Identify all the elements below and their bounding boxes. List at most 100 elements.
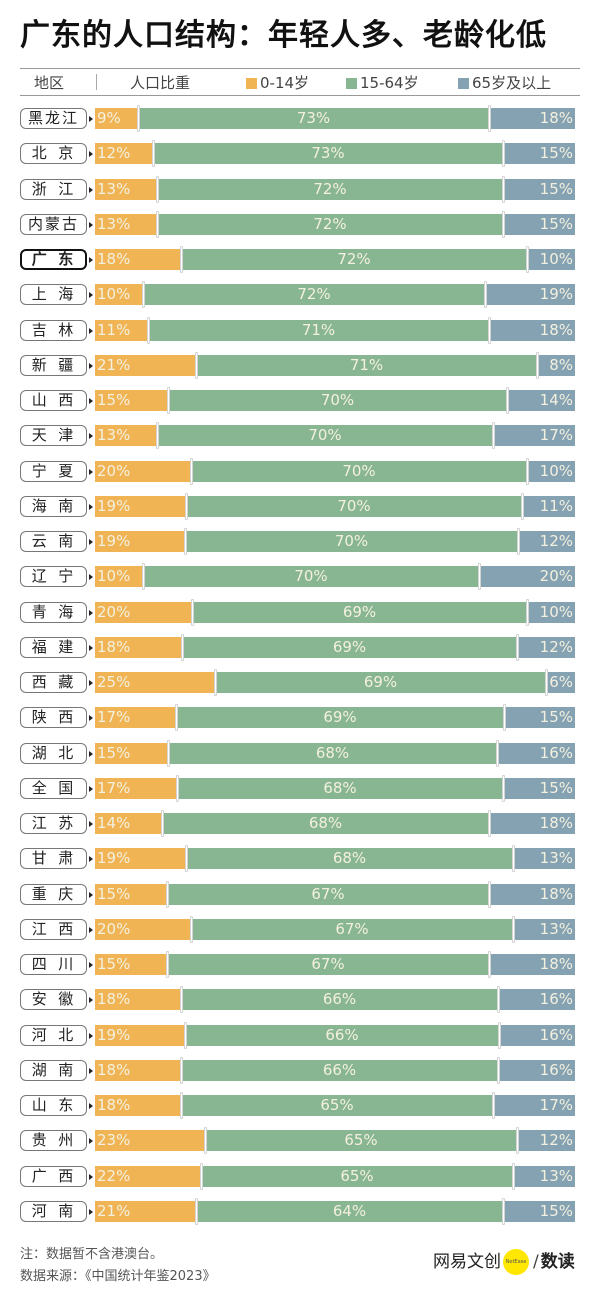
bar-segment-65-plus: 10% (527, 461, 575, 482)
bar-segment-15-64: 69% (192, 602, 527, 623)
segment-divider (502, 775, 505, 802)
connector-arrow-icon (89, 433, 93, 439)
connector-arrow-icon (89, 292, 93, 298)
bar-segment-65-plus: 18% (489, 813, 575, 834)
header-row: 地区 人口比重 0-14岁 15-64岁 65岁及以上 (20, 70, 580, 94)
connector-arrow-icon (89, 645, 93, 651)
bar-segment-65-plus: 15% (503, 214, 575, 235)
bar-segment-65-plus: 19% (485, 284, 575, 305)
bar-segment-65-plus: 18% (489, 108, 575, 129)
segment-divider (526, 458, 529, 485)
bar-segment-65-plus: 20% (479, 566, 575, 587)
segment-divider (536, 352, 539, 379)
bar-segment-15-64: 65% (201, 1166, 513, 1187)
region-label: 广 东 (20, 249, 87, 270)
bar-segment-0-14: 23% (95, 1130, 205, 1151)
segment-divider (176, 775, 179, 802)
bar-segment-15-64: 70% (185, 531, 518, 552)
region-label: 全 国 (20, 778, 87, 799)
segment-divider (503, 704, 506, 731)
region-label: 天 津 (20, 425, 87, 446)
connector-arrow-icon (89, 892, 93, 898)
bar-segment-15-64: 70% (186, 496, 522, 517)
segment-divider (492, 422, 495, 449)
connector-arrow-icon (89, 1138, 93, 1144)
bar-segment-15-64: 72% (143, 284, 485, 305)
segment-divider (191, 599, 194, 626)
region-label: 辽 宁 (20, 566, 87, 587)
segment-divider (488, 317, 491, 344)
segment-divider (498, 1022, 501, 1049)
segment-divider (175, 704, 178, 731)
bar-segment-65-plus: 6% (546, 672, 575, 693)
bar-segment-0-14: 15% (95, 954, 167, 975)
region-label: 云 南 (20, 531, 87, 552)
region-label: 山 西 (20, 390, 87, 411)
bar-segment-15-64: 66% (181, 989, 498, 1010)
segment-divider (156, 176, 159, 203)
region-label: 重 庆 (20, 884, 87, 905)
segment-divider (195, 1198, 198, 1225)
region-label: 新 疆 (20, 355, 87, 376)
connector-arrow-icon (89, 962, 93, 968)
bar-segment-0-14: 22% (95, 1166, 201, 1187)
segment-divider (156, 211, 159, 238)
bar-segment-15-64: 66% (185, 1025, 499, 1046)
bar-segment-65-plus: 12% (517, 637, 575, 658)
connector-arrow-icon (89, 1103, 93, 1109)
segment-divider (200, 1163, 203, 1190)
bar-segment-65-plus: 18% (489, 954, 575, 975)
segment-divider (180, 986, 183, 1013)
segment-divider (502, 211, 505, 238)
bar-segment-0-14: 18% (95, 637, 182, 658)
bar-segment-0-14: 25% (95, 672, 215, 693)
bar-segment-65-plus: 16% (498, 1060, 575, 1081)
connector-arrow-icon (89, 574, 93, 580)
segment-divider (142, 281, 145, 308)
connector-arrow-icon (89, 1068, 93, 1074)
segment-divider (184, 528, 187, 555)
connector-arrow-icon (89, 469, 93, 475)
connector-arrow-icon (89, 821, 93, 827)
segment-divider (147, 317, 150, 344)
legend-swatch-icon (246, 78, 257, 89)
bar-segment-0-14: 21% (95, 355, 196, 376)
region-label: 内蒙古 (20, 214, 87, 235)
brand-sub: 数读 (540, 1252, 575, 1272)
bar-segment-65-plus: 15% (504, 707, 575, 728)
bar-segment-65-plus: 15% (503, 1201, 575, 1222)
segment-divider (478, 563, 481, 590)
segment-divider (184, 1022, 187, 1049)
bar-segment-15-64: 68% (177, 778, 503, 799)
segment-divider (526, 246, 529, 273)
segment-divider (496, 740, 499, 767)
bar-segment-0-14: 15% (95, 390, 168, 411)
bar-segment-65-plus: 16% (497, 743, 575, 764)
bar-segment-15-64: 72% (157, 214, 503, 235)
legend-item-65-plus: 65岁及以上 (458, 72, 551, 93)
bar-segment-0-14: 9% (95, 108, 138, 129)
header-separator (96, 74, 97, 90)
connector-arrow-icon (89, 1033, 93, 1039)
connector-arrow-icon (89, 927, 93, 933)
bar-segment-15-64: 69% (215, 672, 546, 693)
region-label: 安 徽 (20, 989, 87, 1010)
bar-segment-65-plus: 17% (493, 1095, 575, 1116)
bar-segment-15-64: 73% (138, 108, 489, 129)
region-label: 北 京 (20, 143, 87, 164)
bar-segment-0-14: 10% (95, 284, 143, 305)
bar-segment-15-64: 70% (191, 461, 527, 482)
bar-segment-65-plus: 13% (513, 1166, 575, 1187)
segment-divider (137, 105, 140, 132)
bar-segment-65-plus: 13% (513, 848, 575, 869)
bar-segment-15-64: 65% (205, 1130, 517, 1151)
bar-segment-65-plus: 12% (517, 1130, 575, 1151)
region-label: 江 苏 (20, 813, 87, 834)
segment-divider (545, 669, 548, 696)
region-label: 河 南 (20, 1201, 87, 1222)
bar-segment-65-plus: 18% (489, 884, 575, 905)
bar-segment-15-64: 70% (168, 390, 507, 411)
bar-segment-65-plus: 18% (489, 320, 575, 341)
bar-segment-65-plus: 17% (493, 425, 575, 446)
